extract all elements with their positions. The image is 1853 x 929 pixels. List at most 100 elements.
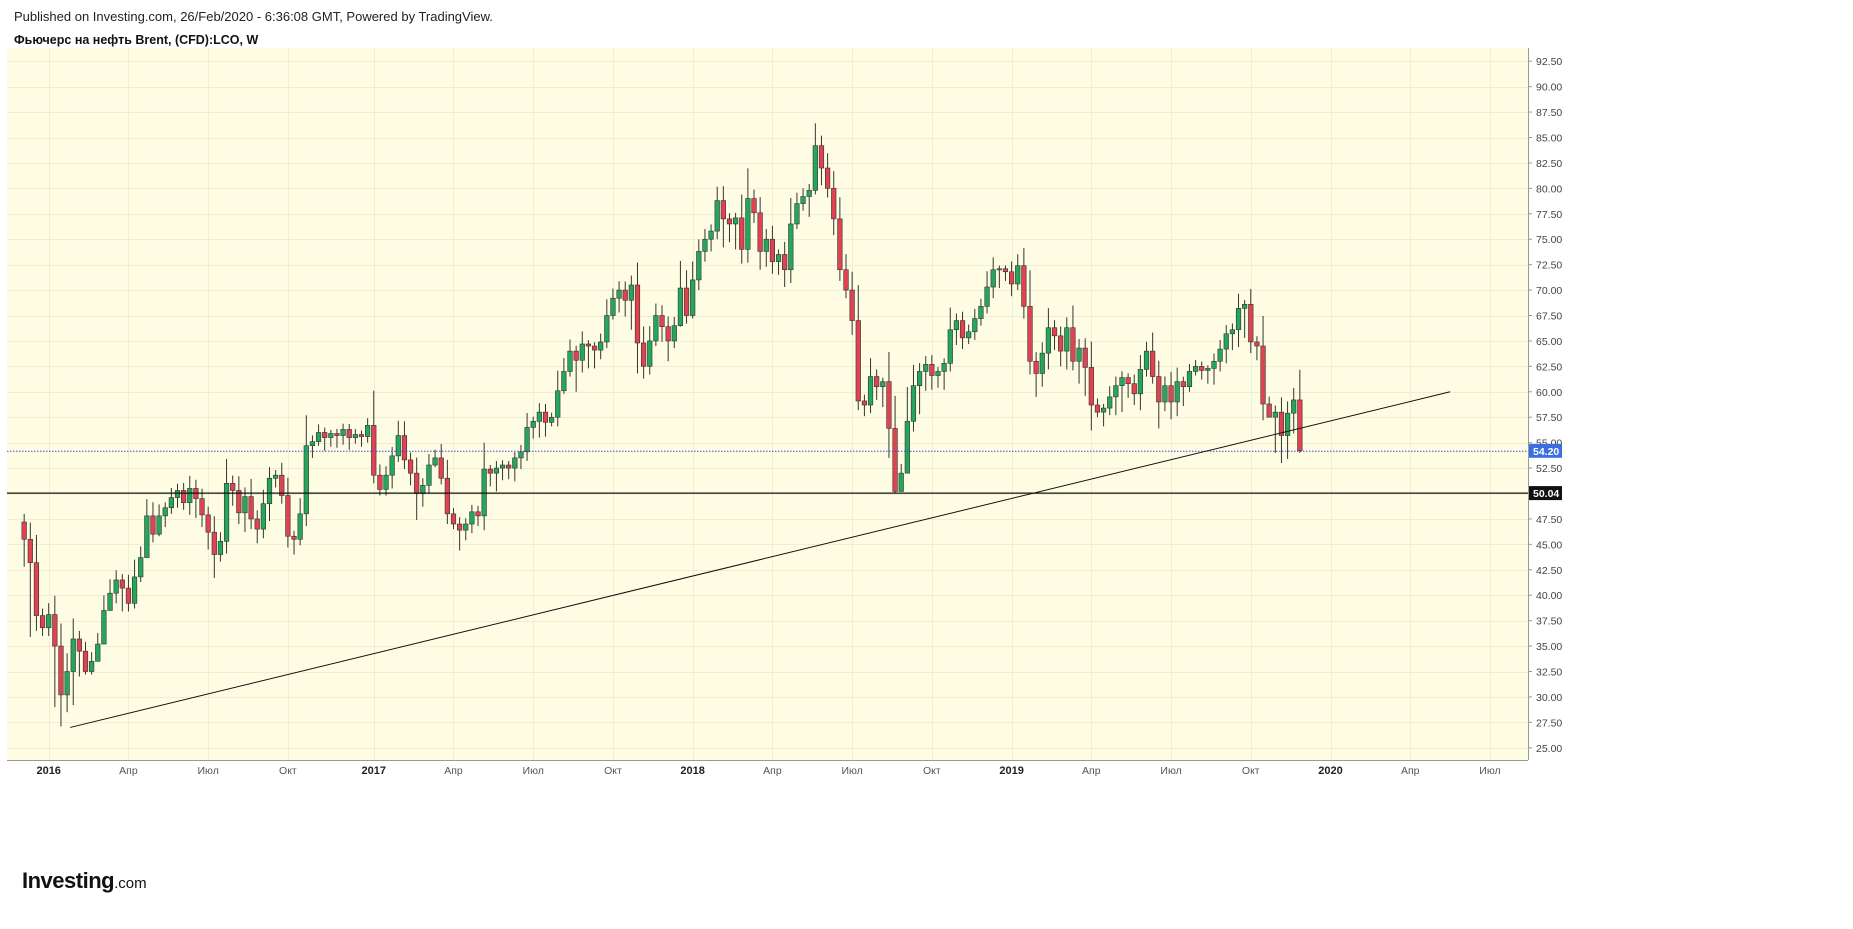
- candle-body: [690, 279, 696, 316]
- candle-body: [1088, 367, 1094, 406]
- candle-body: [487, 468, 493, 474]
- x-tick-label: 2017: [362, 765, 386, 777]
- candle-body: [181, 490, 187, 503]
- y-tick-label: 32.50: [1536, 667, 1562, 679]
- candle-body: [223, 483, 230, 542]
- candle-body: [677, 287, 684, 326]
- candle-body: [708, 230, 714, 240]
- candle-body: [628, 284, 634, 301]
- candle-body: [138, 557, 144, 578]
- plot-background: [7, 48, 1528, 760]
- y-tick-label: 60.00: [1536, 387, 1562, 399]
- candle-body: [561, 371, 567, 392]
- candle-body: [426, 464, 432, 486]
- candle-body: [444, 477, 450, 515]
- candle-body: [567, 350, 573, 372]
- grid-lines: [7, 48, 1528, 760]
- candle-body: [549, 416, 555, 423]
- candle-body: [1297, 399, 1303, 452]
- candle-body: [1260, 345, 1266, 405]
- y-tick-label: 30.00: [1536, 692, 1562, 704]
- candle-body: [1137, 369, 1143, 395]
- candle-body: [469, 511, 475, 525]
- logo-suffix: .com: [114, 875, 147, 892]
- candle-body: [144, 515, 150, 558]
- trend-line: [70, 391, 1451, 728]
- candle-body: [1199, 366, 1205, 371]
- candle-body: [1162, 385, 1168, 403]
- candle-body: [1223, 333, 1229, 350]
- x-tick-label: Июл: [1160, 765, 1181, 777]
- candle-body: [843, 269, 849, 291]
- candle-body: [1131, 383, 1137, 395]
- candle-body: [168, 497, 174, 509]
- candle-body: [328, 433, 334, 438]
- candle-body: [383, 474, 389, 490]
- candle-body: [972, 318, 978, 333]
- candle-body: [33, 562, 40, 616]
- candle-body: [855, 320, 861, 402]
- candle-body: [187, 488, 193, 503]
- y-tick-label: 70.00: [1536, 285, 1562, 297]
- candle-body: [322, 432, 328, 438]
- candle-body: [1205, 368, 1211, 371]
- x-tick-label: Апр: [1082, 765, 1101, 777]
- candle-body: [1070, 327, 1076, 362]
- candle-body: [291, 535, 297, 540]
- candle-body: [555, 390, 561, 418]
- candle-body: [910, 385, 917, 422]
- candle-body: [775, 254, 782, 262]
- x-tick-label: 2016: [36, 765, 60, 777]
- candle-body: [1192, 366, 1199, 372]
- candle-body: [726, 218, 733, 225]
- x-tick-label: Июл: [523, 765, 544, 777]
- candle-body: [506, 464, 512, 469]
- candle-body: [966, 331, 972, 339]
- y-tick-label: 47.50: [1536, 514, 1562, 526]
- candle-body: [598, 341, 604, 351]
- candle-body: [315, 432, 322, 442]
- candle-body: [886, 381, 892, 429]
- candle-body: [941, 363, 947, 372]
- candle-body: [874, 376, 880, 388]
- candle-body: [1156, 376, 1162, 403]
- candle-body: [745, 198, 751, 250]
- y-tick-label: 92.50: [1536, 56, 1562, 68]
- x-tick-label: Июл: [198, 765, 219, 777]
- y-tick-label: 77.50: [1536, 209, 1562, 221]
- candle-body: [266, 477, 273, 504]
- support-badge-bg: [1529, 486, 1562, 501]
- candle-body: [407, 459, 414, 474]
- x-tick-label: 2018: [680, 765, 704, 777]
- candle-body: [1272, 411, 1278, 418]
- symbol-title: Фьючерс на нефть Brent, (CFD):LCO, W: [14, 33, 259, 47]
- candle-body: [1278, 411, 1285, 436]
- x-axis: 2016 Апр Июл Окт 2017 Апр Июл Окт 2018 Апр Июл Окт 2…: [36, 765, 1500, 777]
- y-tick-label: 42.50: [1536, 565, 1562, 577]
- candle-body: [647, 340, 653, 367]
- candle-body: [297, 513, 303, 540]
- candle-body: [1242, 304, 1248, 309]
- candle-body: [898, 472, 904, 492]
- candle-body: [1168, 385, 1174, 403]
- candle-body: [236, 490, 242, 514]
- current-price-badge-bg: [1529, 443, 1562, 458]
- candle-body: [696, 251, 702, 281]
- candle-body: [457, 523, 463, 531]
- candle-body: [463, 523, 469, 531]
- candle-body: [420, 485, 426, 494]
- candle-body: [199, 498, 205, 516]
- candle-body: [230, 483, 236, 491]
- candle-body: [1180, 381, 1186, 388]
- candle-body: [131, 576, 138, 604]
- candle-body: [1015, 265, 1021, 285]
- y-tick-label: 65.00: [1536, 336, 1562, 348]
- candle-body: [1064, 327, 1070, 352]
- candle-body: [641, 342, 647, 367]
- candle-body: [64, 671, 70, 696]
- candle-body: [1058, 335, 1064, 352]
- y-tick-label: 72.50: [1536, 260, 1562, 272]
- candle-body: [929, 364, 935, 376]
